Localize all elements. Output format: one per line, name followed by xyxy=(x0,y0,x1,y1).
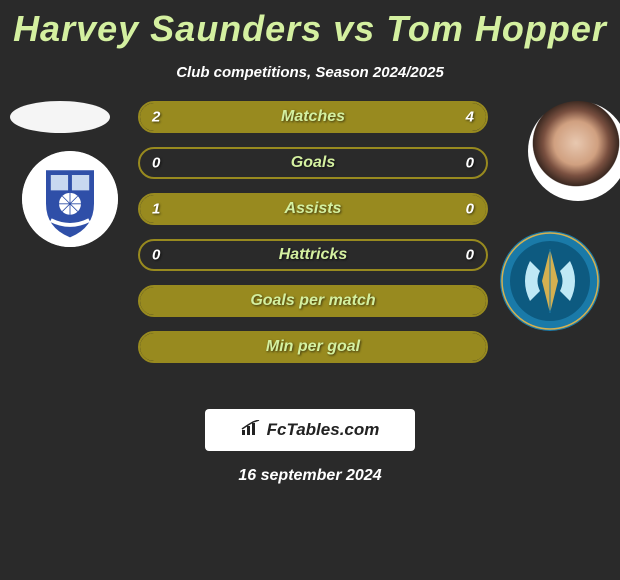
source-badge: FcTables.com xyxy=(205,409,415,451)
player-left-avatar xyxy=(10,101,110,133)
tranmere-badge-icon xyxy=(22,151,118,247)
stat-label: Matches xyxy=(140,108,486,126)
stat-row-goals: 00Goals xyxy=(138,147,488,179)
colchester-badge-icon xyxy=(500,231,600,331)
source-label: FcTables.com xyxy=(267,420,380,440)
footer-date: 16 september 2024 xyxy=(0,467,620,485)
stat-row-assists: 10Assists xyxy=(138,193,488,225)
player-right-avatar xyxy=(528,101,620,201)
comparison-area: 24Matches 00Goals 10Assists 00Hattricks Goal… xyxy=(0,101,620,401)
page-subtitle: Club competitions, Season 2024/2025 xyxy=(0,64,620,81)
stat-row-min-per-goal: Min per goal xyxy=(138,331,488,363)
stat-row-matches: 24Matches xyxy=(138,101,488,133)
stat-label: Min per goal xyxy=(140,338,486,356)
stat-label: Goals xyxy=(140,154,486,172)
stat-bars: 24Matches 00Goals 10Assists 00Hattricks Goal… xyxy=(138,101,488,377)
chart-icon xyxy=(241,420,261,441)
stat-row-hattricks: 00Hattricks xyxy=(138,239,488,271)
stat-label: Assists xyxy=(140,200,486,218)
stat-label: Hattricks xyxy=(140,246,486,264)
stat-label: Goals per match xyxy=(140,292,486,310)
page-title: Harvey Saunders vs Tom Hopper xyxy=(0,0,620,50)
club-right-badge xyxy=(500,231,600,331)
stat-row-goals-per-match: Goals per match xyxy=(138,285,488,317)
club-left-badge xyxy=(22,151,118,247)
